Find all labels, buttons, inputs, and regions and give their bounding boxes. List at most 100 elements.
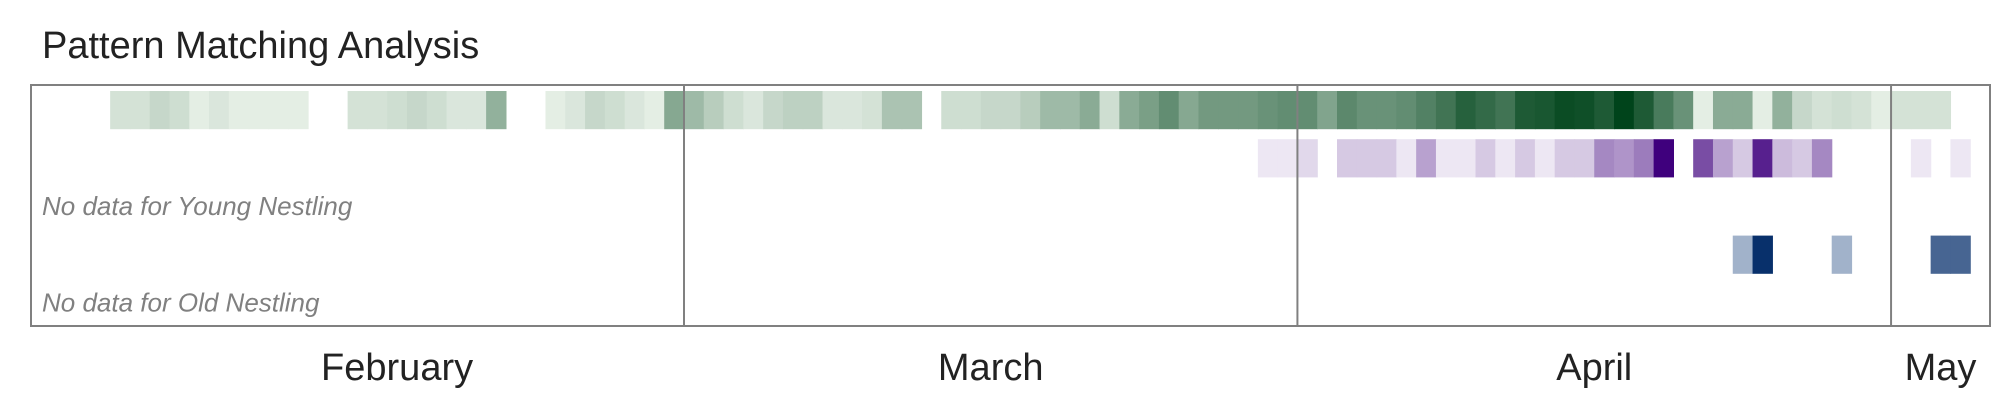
heatmap-cell [1297, 91, 1318, 130]
heatmap-cell [624, 91, 646, 130]
heatmap-cell [1534, 139, 1556, 178]
heatmap-cell [1930, 91, 1952, 130]
heatmap-cell [1416, 91, 1437, 130]
heatmap-cell [1396, 139, 1417, 178]
heatmap-cell [1435, 91, 1457, 130]
heatmap-cell [1693, 139, 1714, 178]
heatmap-cell [1337, 91, 1358, 130]
heatmap-cell [446, 91, 467, 130]
heatmap-cell [486, 91, 507, 130]
heatmap-cell [862, 91, 883, 130]
heatmap-cell [1614, 91, 1635, 130]
heatmap-cell [1198, 91, 1219, 130]
heatmap-cell [149, 91, 171, 130]
heatmap-cell [1732, 139, 1754, 178]
heatmap-cell [189, 91, 210, 130]
heatmap-cell [248, 91, 270, 130]
heatmap-cell [565, 91, 586, 130]
heatmap-cell [209, 91, 230, 130]
heatmap-cell [1356, 139, 1378, 178]
heatmap-cell [1376, 91, 1397, 130]
heatmap-cell [1218, 91, 1239, 130]
heatmap-cell [1277, 91, 1299, 130]
heatmap-cell [881, 91, 903, 130]
heatmap-cell [644, 91, 665, 130]
heatmap-cell [1831, 235, 1853, 274]
heatmap-cell [347, 91, 368, 130]
heatmap-cell [941, 91, 962, 130]
heatmap-cell [1475, 91, 1496, 130]
heatmap-cell [228, 91, 250, 130]
heatmap-cell [466, 91, 487, 130]
heatmap-cell [110, 91, 131, 130]
heatmap-cell [842, 91, 863, 130]
heatmap-cell [664, 91, 685, 130]
heatmap-cell [1515, 139, 1536, 178]
heatmap-cell [1396, 91, 1417, 130]
heatmap-cell [1297, 139, 1318, 178]
heatmap-cell [1831, 91, 1853, 130]
heatmap-cell [1792, 91, 1813, 130]
heatmap-cell [1356, 91, 1378, 130]
heatmap-cell [1673, 91, 1694, 130]
heatmap-cell [1594, 91, 1615, 130]
heatmap-cell [1772, 91, 1793, 130]
heatmap-cell [1337, 139, 1358, 178]
heatmap-cell [703, 91, 725, 130]
heatmap-cells [110, 91, 1971, 274]
heatmap-cell [1594, 139, 1615, 178]
heatmap-cell [1792, 139, 1813, 178]
heatmap-cell [1475, 139, 1496, 178]
heatmap-cell [426, 91, 448, 130]
heatmap-cell [1614, 139, 1635, 178]
heatmap-cell [743, 91, 764, 130]
heatmap-cell [1040, 91, 1061, 130]
heatmap-cell [763, 91, 784, 130]
heatmap-cell [782, 91, 804, 130]
heatmap-cell [1910, 91, 1932, 130]
heatmap-cell [1871, 91, 1892, 130]
heatmap-cell [1158, 91, 1180, 130]
heatmap-cell [1732, 235, 1754, 274]
heatmap-cell [961, 91, 982, 130]
heatmap-cell [387, 91, 408, 130]
heatmap-cell [1752, 139, 1773, 178]
heatmap-cell [288, 91, 309, 130]
heatmap-cell [1891, 91, 1912, 130]
heatmap-cell [1416, 139, 1437, 178]
heatmap-cell [1712, 139, 1734, 178]
heatmap-cell [1257, 139, 1279, 178]
month-label-may: May [1905, 347, 1977, 389]
heatmap-cell [1772, 139, 1793, 178]
heatmap-cell [802, 91, 824, 130]
heatmap-cell [1020, 91, 1041, 130]
heatmap-cell [723, 91, 744, 130]
heatmap-cell [980, 91, 1002, 130]
heatmap-cell [169, 91, 190, 130]
heatmap-cell [1277, 139, 1299, 178]
heatmap-cell [1633, 91, 1655, 130]
heatmap-cell [1178, 91, 1200, 130]
heatmap-cell [901, 91, 923, 130]
heatmap-cell [1653, 139, 1674, 178]
heatmap-cell [1495, 91, 1516, 130]
heatmap-cell [1633, 139, 1655, 178]
month-label-april: April [1556, 347, 1632, 389]
month-boundaries [683, 85, 1893, 326]
heatmap-cell [1851, 91, 1872, 130]
chart-title: Pattern Matching Analysis [42, 25, 479, 67]
heatmap-cell [1712, 91, 1734, 130]
heatmap-cell [1574, 139, 1595, 178]
heatmap-cell [1950, 139, 1971, 178]
heatmap-cell [1811, 91, 1833, 130]
heatmap-cell [1139, 91, 1160, 130]
heatmap-cell [129, 91, 151, 130]
heatmap-cell [1455, 139, 1477, 178]
heatmap-cell [1495, 139, 1516, 178]
heatmap-cell [1930, 235, 1952, 274]
heatmap-cell [1534, 91, 1556, 130]
heatmap-cell [1693, 91, 1714, 130]
heatmap-cell [1079, 91, 1101, 130]
heatmap-cell [1653, 91, 1674, 130]
